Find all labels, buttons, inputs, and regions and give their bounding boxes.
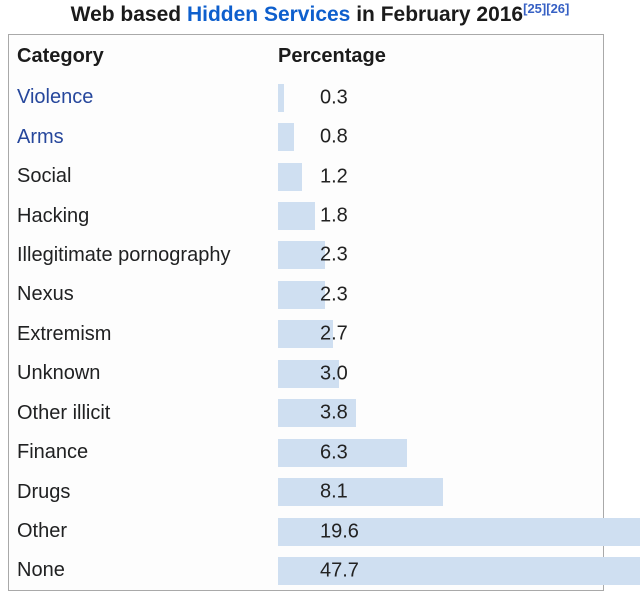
percentage-cell: 0.8 <box>278 117 603 156</box>
row-label: Social <box>17 165 72 188</box>
title-text-before: Web based <box>70 3 187 26</box>
row-label[interactable]: Violence <box>17 86 94 109</box>
hidden-services-table: Category Percentage Violence 0.3 Arms 0.… <box>8 34 640 591</box>
table-body: Violence 0.3 Arms 0.8 Social 1.2 Hacking… <box>9 78 640 591</box>
percentage-value: 2.3 <box>320 283 348 306</box>
table-row: Other illicit 3.8 <box>9 394 603 433</box>
percentage-bar <box>278 359 339 388</box>
percentage-cell: 3.8 <box>278 394 603 433</box>
percentage-cell: 2.3 <box>278 275 603 314</box>
category-cell: Other illicit <box>9 402 278 425</box>
category-cell: Hacking <box>9 205 278 228</box>
percentage-cell: 8.1 <box>278 472 603 511</box>
table-row: Hacking 1.8 <box>9 196 603 235</box>
row-label: Other <box>17 520 68 543</box>
percentage-bar <box>278 123 294 152</box>
percentage-cell: 47.7 <box>278 551 640 590</box>
percentage-bar <box>278 556 640 585</box>
percentage-cell: 3.0 <box>278 354 603 393</box>
percentage-bar <box>278 162 302 191</box>
category-cell: Illegitimate pornography <box>9 244 278 267</box>
page-title: Web based Hidden Services in February 20… <box>0 1 640 27</box>
percentage-value: 2.7 <box>320 322 348 345</box>
row-label: None <box>17 559 65 582</box>
row-label: Drugs <box>17 480 71 503</box>
table-row: Nexus 2.3 <box>9 275 603 314</box>
table-row: Extremism 2.7 <box>9 315 603 354</box>
reference-links: [25][26] <box>523 1 569 16</box>
percentage-value: 47.7 <box>320 559 359 582</box>
percentage-bar <box>278 399 356 428</box>
percentage-value: 0.3 <box>320 86 348 109</box>
row-label: Extremism <box>17 322 112 345</box>
table-row: Arms 0.8 <box>9 117 603 156</box>
percentage-bar <box>278 320 333 349</box>
percentage-value: 3.8 <box>320 401 348 424</box>
ref-26-link[interactable]: [26] <box>546 1 570 16</box>
percentage-value: 0.8 <box>320 125 348 148</box>
category-cell: Social <box>9 165 278 188</box>
table-row: Violence 0.3 <box>9 78 603 117</box>
percentage-bar <box>278 478 443 507</box>
table-row: Illegitimate pornography 2.3 <box>9 236 603 275</box>
table-header-row: Category Percentage <box>9 35 603 78</box>
percentage-header: Percentage <box>278 45 386 67</box>
category-header: Category <box>17 45 104 67</box>
category-cell: Other <box>9 520 278 543</box>
category-cell: Unknown <box>9 362 278 385</box>
percentage-bar <box>278 517 640 546</box>
table-row: Other 19.6 <box>9 512 640 551</box>
percentage-cell: 0.3 <box>278 78 603 117</box>
table-row: Unknown 3.0 <box>9 354 603 393</box>
percentage-value: 6.3 <box>320 441 348 464</box>
row-label: Nexus <box>17 283 74 306</box>
percentage-bar <box>278 280 325 309</box>
ref-25-link[interactable]: [25] <box>523 1 547 16</box>
category-cell: Violence <box>9 86 278 109</box>
row-label[interactable]: Arms <box>17 125 64 148</box>
percentage-cell: 1.2 <box>278 157 603 196</box>
category-cell: Extremism <box>9 323 278 346</box>
percentage-cell: 6.3 <box>278 433 603 472</box>
percentage-cell: 1.8 <box>278 196 603 235</box>
percentage-value: 1.2 <box>320 165 348 188</box>
row-label: Finance <box>17 441 89 464</box>
percentage-cell: 19.6 <box>278 512 640 551</box>
table-row: Drugs 8.1 <box>9 472 603 511</box>
table-row: Social 1.2 <box>9 157 603 196</box>
percentage-bar <box>278 202 315 231</box>
category-cell: Nexus <box>9 283 278 306</box>
table-row: Finance 6.3 <box>9 433 603 472</box>
percentage-value: 2.3 <box>320 243 348 266</box>
percentage-bar <box>278 83 284 112</box>
percentage-value: 3.0 <box>320 362 348 385</box>
percentage-bar <box>278 438 407 467</box>
percentage-cell: 2.3 <box>278 236 603 275</box>
category-cell: Drugs <box>9 481 278 504</box>
category-cell: Arms <box>9 126 278 149</box>
title-text-after: in February 2016 <box>350 3 524 26</box>
row-label: Illegitimate pornography <box>17 243 231 266</box>
table-row: None 47.7 <box>9 551 640 590</box>
category-cell: None <box>9 559 278 582</box>
percentage-value: 19.6 <box>320 520 359 543</box>
percentage-cell: 2.7 <box>278 315 603 354</box>
percentage-bar <box>278 241 325 270</box>
category-cell: Finance <box>9 441 278 464</box>
row-label: Hacking <box>17 204 90 227</box>
row-label: Unknown <box>17 362 101 385</box>
percentage-value: 1.8 <box>320 204 348 227</box>
row-label: Other illicit <box>17 401 111 424</box>
hidden-services-link[interactable]: Hidden Services <box>186 3 351 26</box>
percentage-value: 8.1 <box>320 480 348 503</box>
